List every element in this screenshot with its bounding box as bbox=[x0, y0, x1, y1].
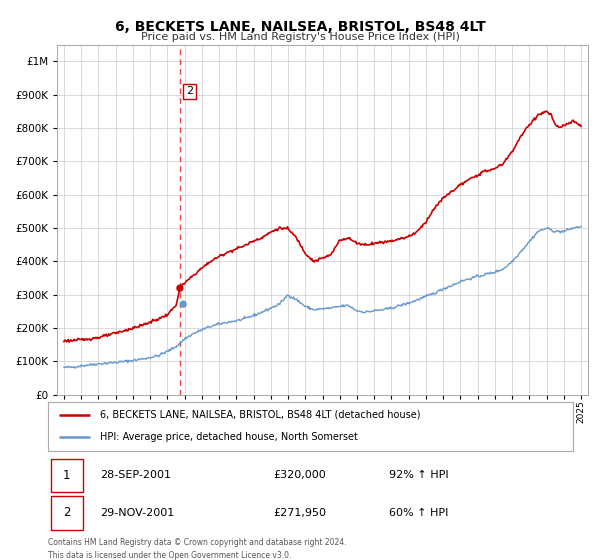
Text: 92% ↑ HPI: 92% ↑ HPI bbox=[389, 470, 449, 480]
Text: 29-NOV-2001: 29-NOV-2001 bbox=[101, 508, 175, 518]
Text: £320,000: £320,000 bbox=[274, 470, 326, 480]
Text: HPI: Average price, detached house, North Somerset: HPI: Average price, detached house, Nort… bbox=[101, 432, 358, 442]
Text: 6, BECKETS LANE, NAILSEA, BRISTOL, BS48 4LT: 6, BECKETS LANE, NAILSEA, BRISTOL, BS48 … bbox=[115, 20, 485, 34]
Text: Price paid vs. HM Land Registry's House Price Index (HPI): Price paid vs. HM Land Registry's House … bbox=[140, 32, 460, 42]
Text: 2: 2 bbox=[63, 506, 71, 520]
Text: 60% ↑ HPI: 60% ↑ HPI bbox=[389, 508, 449, 518]
Point bbox=[175, 284, 185, 293]
Text: £271,950: £271,950 bbox=[274, 508, 327, 518]
Text: 28-SEP-2001: 28-SEP-2001 bbox=[101, 470, 172, 480]
Text: 6, BECKETS LANE, NAILSEA, BRISTOL, BS48 4LT (detached house): 6, BECKETS LANE, NAILSEA, BRISTOL, BS48 … bbox=[101, 410, 421, 420]
Text: 2: 2 bbox=[186, 86, 193, 96]
FancyBboxPatch shape bbox=[50, 496, 83, 530]
FancyBboxPatch shape bbox=[50, 459, 83, 492]
Text: Contains HM Land Registry data © Crown copyright and database right 2024.
This d: Contains HM Land Registry data © Crown c… bbox=[48, 538, 347, 560]
Point bbox=[178, 300, 188, 309]
Text: 1: 1 bbox=[63, 469, 71, 482]
